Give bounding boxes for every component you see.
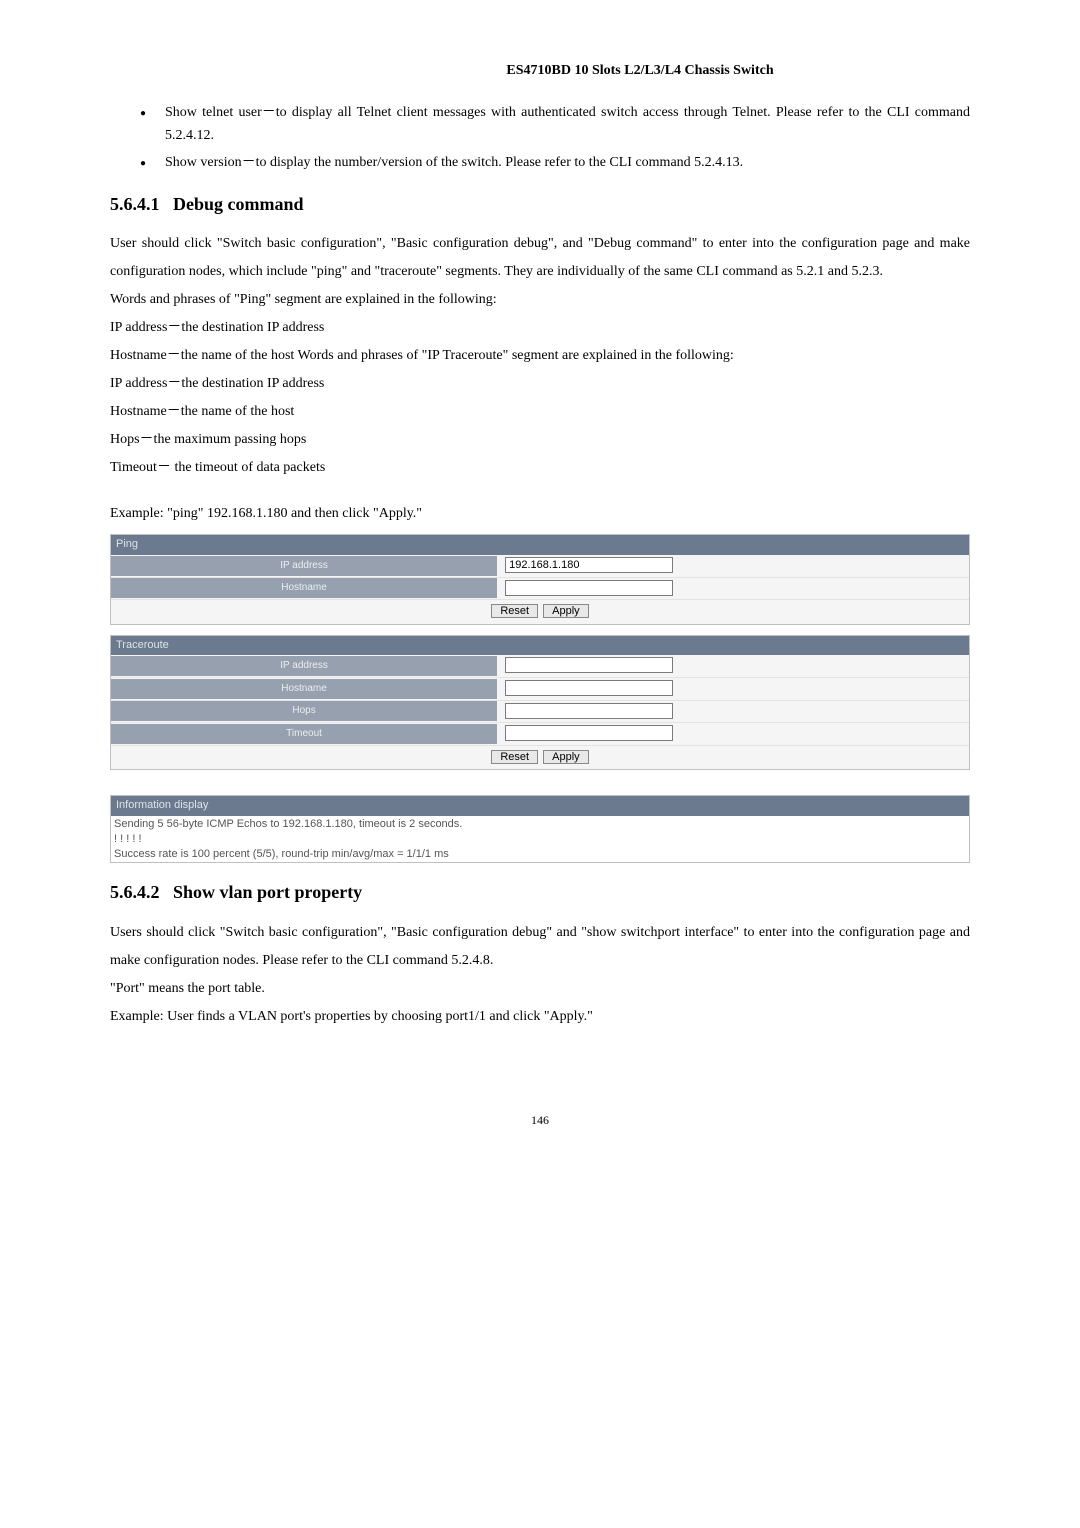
section-title: Show vlan port property	[173, 882, 362, 902]
ping-host-input[interactable]	[505, 580, 673, 596]
section2-para: Users should click "Switch basic configu…	[110, 919, 970, 975]
bullet-item: Show telnet user－to display all Telnet c…	[140, 102, 970, 147]
ping-reset-button[interactable]: Reset	[491, 604, 538, 618]
page-number: 146	[110, 1111, 970, 1130]
ping-ip-label: IP address	[111, 556, 497, 576]
trace-apply-button[interactable]: Apply	[543, 750, 589, 764]
trace-ip-label: IP address	[111, 656, 497, 676]
section-heading-2: 5.6.4.2 Show vlan port property	[110, 878, 970, 907]
ping-panel-title: Ping	[111, 535, 969, 555]
ping-apply-button[interactable]: Apply	[543, 604, 589, 618]
section2-line: "Port" means the port table.	[110, 975, 970, 1003]
trace-host-label: Hostname	[111, 679, 497, 699]
trace-hops-input[interactable]	[505, 703, 673, 719]
section1-line: IP address－the destination IP address	[110, 314, 970, 342]
info-display-body: Sending 5 56-byte ICMP Echos to 192.168.…	[111, 816, 969, 863]
info-display-title: Information display	[111, 796, 969, 816]
section-title: Debug command	[173, 194, 304, 214]
section1-line: Timeout－ the timeout of data packets	[110, 454, 970, 482]
section2-line: Example: User finds a VLAN port's proper…	[110, 1003, 970, 1031]
section1-line: Hostname－the name of the host	[110, 398, 970, 426]
doc-header: ES4710BD 10 Slots L2/L3/L4 Chassis Switc…	[110, 60, 970, 82]
info-display-panel: Information display Sending 5 56-byte IC…	[110, 795, 970, 863]
section1-para: User should click "Switch basic configur…	[110, 230, 970, 286]
section-number: 5.6.4.1	[110, 194, 160, 214]
trace-reset-button[interactable]: Reset	[491, 750, 538, 764]
ping-ip-input[interactable]	[505, 557, 673, 573]
ping-panel: Ping IP address Hostname Reset Apply	[110, 534, 970, 624]
traceroute-panel: Traceroute IP address Hostname Hops Time…	[110, 635, 970, 771]
trace-timeout-label: Timeout	[111, 724, 497, 744]
traceroute-panel-title: Traceroute	[111, 636, 969, 656]
bullet-list: Show telnet user－to display all Telnet c…	[110, 102, 970, 174]
section1-example: Example: "ping" 192.168.1.180 and then c…	[110, 500, 970, 528]
trace-timeout-input[interactable]	[505, 725, 673, 741]
section1-line: Hops－the maximum passing hops	[110, 426, 970, 454]
section1-line: Hostname－the name of the host Words and …	[110, 342, 970, 370]
trace-ip-input[interactable]	[505, 657, 673, 673]
section1-line: IP address－the destination IP address	[110, 370, 970, 398]
bullet-item: Show version－to display the number/versi…	[140, 152, 970, 174]
ping-host-label: Hostname	[111, 578, 497, 598]
trace-hops-label: Hops	[111, 701, 497, 721]
section-number: 5.6.4.2	[110, 882, 160, 902]
section-heading-1: 5.6.4.1 Debug command	[110, 190, 970, 219]
section1-line: Words and phrases of "Ping" segment are …	[110, 286, 970, 314]
trace-host-input[interactable]	[505, 680, 673, 696]
